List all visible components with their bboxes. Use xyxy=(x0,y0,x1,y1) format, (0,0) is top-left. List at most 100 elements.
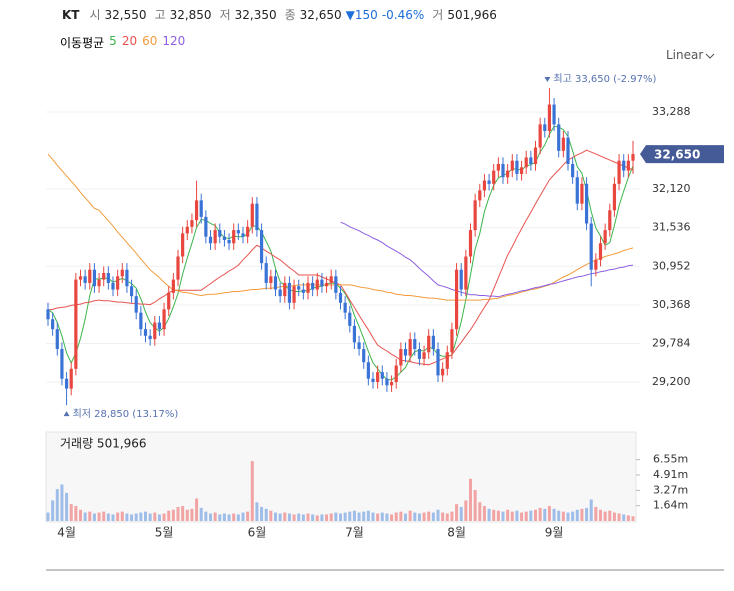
candle-body xyxy=(445,352,449,369)
candle-body xyxy=(631,154,635,161)
candle-body xyxy=(283,282,287,297)
volume-bar xyxy=(455,504,459,521)
volume-bar xyxy=(227,514,231,521)
volume-bar xyxy=(626,515,630,521)
volume-bar xyxy=(283,512,287,521)
volume-bar xyxy=(287,513,291,521)
candle-body xyxy=(371,378,375,383)
candle-body xyxy=(464,256,468,290)
volume-bar xyxy=(534,509,537,521)
volume-bar xyxy=(571,511,575,521)
y-tick-label: 1.64m xyxy=(653,499,688,512)
legend-entry[interactable]: 120 xyxy=(162,34,186,48)
volume-bar xyxy=(552,508,556,521)
candle-body xyxy=(222,236,227,240)
volume-bar xyxy=(436,509,440,521)
candle-body xyxy=(92,269,97,287)
candle-body xyxy=(394,365,398,383)
candle-body xyxy=(506,170,510,178)
candle-body xyxy=(589,223,593,270)
legend-entry[interactable]: 60 xyxy=(142,34,158,48)
y-tick-label: 30,368 xyxy=(652,298,691,311)
candle-body xyxy=(603,230,607,244)
volume-bar xyxy=(492,509,496,521)
volume-bar xyxy=(445,513,449,521)
volume-bar xyxy=(612,512,616,521)
volume-bar xyxy=(561,511,565,521)
candle-body xyxy=(571,164,575,178)
volume-bar xyxy=(580,508,584,521)
candle-body xyxy=(227,239,231,244)
min-marker xyxy=(63,411,70,417)
volume-bar xyxy=(617,513,621,521)
volume-bar xyxy=(404,513,407,521)
candle-body xyxy=(255,203,259,231)
volume-bar xyxy=(362,511,366,521)
candle-body xyxy=(297,286,301,290)
candle-body xyxy=(431,335,435,349)
volume-bar xyxy=(459,506,463,521)
candle-body xyxy=(153,322,157,340)
candle-body xyxy=(561,137,565,151)
candle-body xyxy=(441,368,445,376)
volume-bar xyxy=(413,512,417,521)
candle-body xyxy=(547,104,552,131)
volume-bar xyxy=(538,507,542,521)
candle-body xyxy=(246,226,250,237)
volume-bar xyxy=(181,506,185,521)
candle-body xyxy=(102,273,106,280)
x-tick-label: 6월 xyxy=(248,526,267,540)
volume-bar xyxy=(431,512,435,521)
volume-bar xyxy=(139,512,143,521)
legend-entry[interactable]: 20 xyxy=(121,34,138,48)
volume-bar xyxy=(195,498,199,521)
y-tick-label: 32,120 xyxy=(652,182,691,195)
scale-chevron[interactable] xyxy=(705,53,715,59)
candle-body xyxy=(181,233,185,257)
volume-bar xyxy=(92,513,96,521)
volume-bar xyxy=(603,511,607,521)
candle-body xyxy=(524,157,528,168)
candle-body xyxy=(204,216,208,237)
x-tick-label: 5월 xyxy=(155,526,174,540)
scale-select[interactable]: Linear xyxy=(666,48,704,62)
volume-bar xyxy=(88,511,92,521)
volume-bar xyxy=(209,513,212,521)
candle-body xyxy=(501,164,505,178)
volume-bar xyxy=(69,504,73,521)
volume-bar xyxy=(199,507,203,521)
ma-legend: 이동평균 5 20 60 120 xyxy=(60,34,185,51)
candle-body xyxy=(617,160,621,184)
volume-bar xyxy=(250,461,254,521)
candle-body xyxy=(575,177,579,204)
last-price-label: 32,650 xyxy=(654,148,700,162)
volume-bar xyxy=(366,510,370,521)
volume-bar xyxy=(376,513,380,521)
volume-bar xyxy=(506,509,510,521)
candle-body xyxy=(269,276,273,283)
candle-body xyxy=(468,230,473,257)
legend-entry[interactable]: 5 xyxy=(109,34,117,48)
volume-bar xyxy=(394,512,398,521)
max-label: 최고 33,650 (-2.97%) xyxy=(553,73,656,85)
candle-body xyxy=(218,230,222,237)
open: 32,550 xyxy=(104,8,147,22)
volume-bar xyxy=(594,506,598,521)
candle-body xyxy=(329,276,333,283)
volume-bar xyxy=(185,509,189,521)
volume-bar xyxy=(111,514,115,521)
candle-body xyxy=(60,348,64,379)
candle-body xyxy=(111,282,115,290)
volume-bar xyxy=(176,506,180,521)
volume-bar xyxy=(204,511,208,521)
volume-bar xyxy=(241,512,245,521)
candle-body xyxy=(459,269,463,290)
volume-bar xyxy=(478,502,482,521)
candle-body xyxy=(357,342,361,349)
close: 32,650 xyxy=(299,8,342,22)
volume-bar xyxy=(46,512,50,521)
volume-bar xyxy=(417,513,421,521)
ma-line xyxy=(47,149,634,366)
volume-bar xyxy=(190,508,194,521)
candle-body xyxy=(199,200,203,217)
